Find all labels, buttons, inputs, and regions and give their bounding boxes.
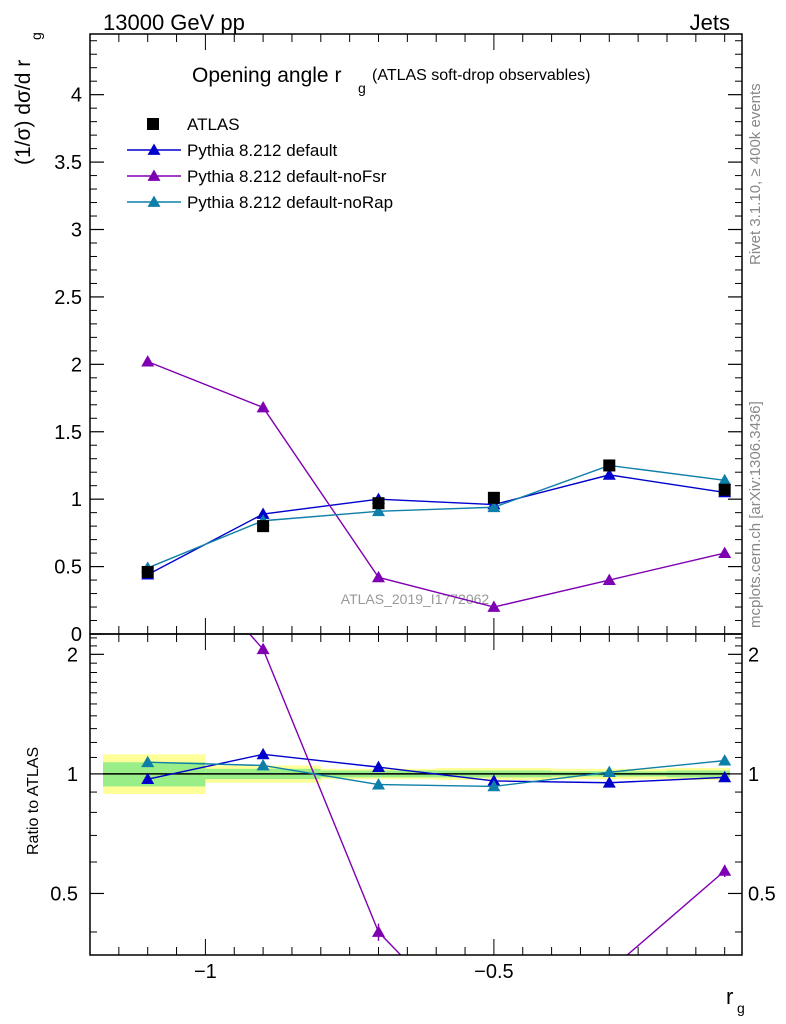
ratio-series-point-2 [371, 778, 385, 790]
ratio-series-line-1 [248, 634, 726, 955]
legend-marker [147, 143, 161, 155]
main-y-tick-label: 2.5 [54, 287, 82, 309]
series-line-2 [147, 464, 725, 569]
data-point-atlas [141, 565, 154, 578]
data-point-atlas [487, 491, 500, 504]
series-point-1 [487, 600, 501, 612]
main-y-tick-label: 3 [71, 220, 82, 242]
chart-title-suffix: (ATLAS soft-drop observables) [372, 67, 590, 84]
ratio-series-point-2 [256, 758, 270, 771]
header-left-label: 13000 GeV pp [103, 10, 245, 35]
legend: ATLAS Pythia 8.212 default Pythia 8.212 de… [127, 115, 393, 212]
ratio-y-tick-label-left: 0.5 [50, 883, 78, 905]
main-y-tick-label: 0.5 [54, 557, 82, 579]
ratio-y-tick-label-right: 1 [748, 764, 759, 786]
ratio-series-point-0 [718, 770, 732, 783]
legend-label: Pythia 8.212 default-noFsr [187, 167, 387, 186]
x-axis-label: r [726, 984, 733, 1009]
series-point-2 [371, 504, 385, 517]
ratio-series-point-0 [141, 772, 155, 785]
ratio-series-line-2 [147, 759, 725, 788]
x-axis-label-subscript: g [737, 1000, 745, 1016]
ratio-series-point-1 [256, 642, 270, 655]
series-point-0 [256, 507, 270, 519]
main-axes: 0 0.5 1 1.5 2 2.5 3 3.5 4 [54, 34, 742, 646]
ratio-series-point-2 [141, 755, 155, 768]
main-y-tick-label: 1.5 [54, 422, 82, 444]
rivet-version-label: Rivet 3.1.10, ≥ 400k events [747, 83, 764, 265]
data-point-atlas [718, 483, 731, 496]
data-point-atlas [603, 459, 616, 472]
x-tick-label: −0.5 [474, 961, 513, 983]
ratio-series-point-1 [371, 925, 385, 937]
ratio-series-point-1 [718, 864, 732, 876]
series-line-0 [147, 474, 725, 576]
main-y-tick-label: 2 [71, 354, 82, 376]
ratio-series-point-1 [603, 964, 616, 975]
main-series-group [141, 355, 732, 612]
ratio-series-point-0 [256, 747, 270, 760]
ratio-y-tick-label-right: 2 [748, 644, 759, 666]
ratio-series-point-2 [602, 765, 616, 778]
ratio-series-line-0 [147, 753, 725, 784]
legend-label: ATLAS [187, 115, 240, 134]
main-panel: 0 0.5 1 1.5 2 2.5 3 3.5 4 ATLAS_2019_I1772062 Op… [12, 32, 743, 646]
chart-title: Opening angle r [192, 64, 341, 87]
chart-title-main: Opening angle r [192, 64, 341, 87]
ratio-axes: −1 −0.5 0.5 0.5 1 1 2 2 [50, 634, 776, 983]
series-point-1 [141, 355, 155, 367]
series-point-2 [487, 500, 501, 513]
main-y-tick-label: 4 [71, 85, 82, 107]
x-tick-label: −1 [194, 961, 217, 983]
ratio-plot-frame [89, 633, 743, 956]
legend-label: Pythia 8.212 default [187, 141, 338, 160]
main-y-tick-label: 1 [71, 489, 82, 511]
series-point-1 [602, 573, 616, 585]
series-point-1 [718, 546, 732, 558]
ratio-y-axis-label: Ratio to ATLAS [25, 747, 42, 855]
header-right-label: Jets [690, 10, 730, 35]
ratio-series-point-2 [487, 779, 501, 792]
main-y-tick-label: 0 [71, 624, 82, 646]
legend-marker [147, 169, 161, 181]
data-point-atlas [257, 520, 270, 533]
ratio-series-point-0 [602, 776, 616, 788]
legend-marker-atlas [147, 118, 159, 130]
ratio-panel: −1 −0.5 0.5 0.5 1 1 2 2 Ratio to ATLAS r g [25, 513, 776, 1016]
ratio-series-group [141, 513, 732, 975]
main-y-axis-label-subscript: g [28, 32, 44, 40]
ratio-y-tick-label-left: 2 [67, 644, 78, 666]
ratio-series-point-1 [141, 513, 154, 524]
series-point-1 [371, 570, 385, 583]
ratio-series-point-0 [371, 760, 385, 773]
legend-label: Pythia 8.212 default-noRap [187, 193, 393, 212]
ratio-y-tick-label-right: 0.5 [748, 883, 776, 905]
ratio-series-point-2 [718, 754, 732, 766]
main-y-tick-label: 3.5 [54, 152, 82, 174]
series-point-1 [256, 400, 270, 413]
mcplots-reference-label: mcplots.cern.ch [arXiv:1306.3436] [747, 401, 764, 628]
chart-title-subscript: g [358, 80, 366, 96]
series-point-2 [718, 473, 732, 486]
main-watermark: ATLAS_2019_I1772062 [341, 591, 490, 607]
data-point-atlas [372, 497, 385, 510]
series-point-0 [602, 468, 616, 480]
legend-marker [147, 195, 161, 207]
series-line-1 [147, 360, 725, 608]
main-y-axis-label: (1/σ) dσ/d r [12, 60, 35, 165]
ratio-y-tick-label-left: 1 [67, 764, 78, 786]
